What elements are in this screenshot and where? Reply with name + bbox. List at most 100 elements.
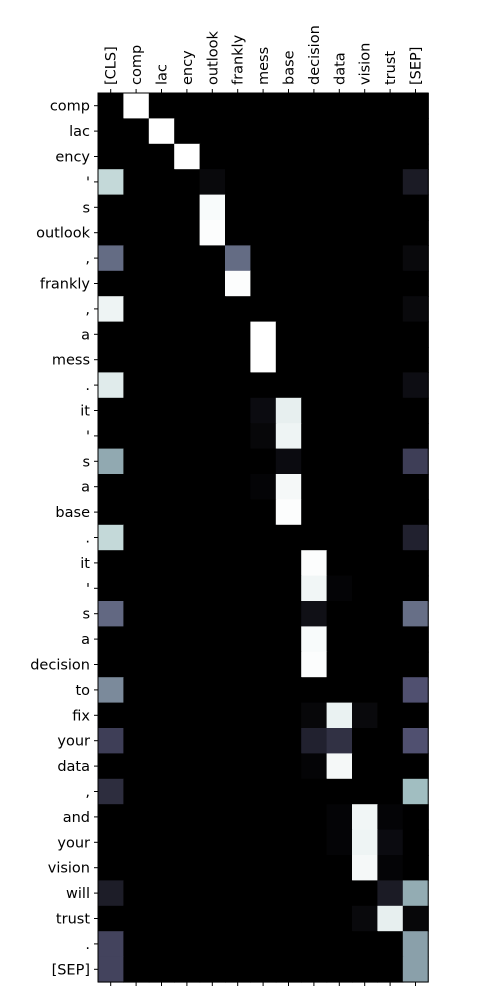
- x-tick-label: frankly: [231, 34, 247, 85]
- y-tick-label: s: [82, 607, 90, 623]
- heatmap-cell: [250, 651, 277, 678]
- heatmap-cell: [250, 296, 277, 323]
- heatmap-cell: [275, 626, 302, 653]
- heatmap-cell: [402, 550, 429, 577]
- heatmap-cell: [225, 677, 251, 704]
- heatmap-cell: [123, 423, 150, 450]
- heatmap-cell: [377, 778, 404, 805]
- heatmap-cell: [250, 956, 277, 983]
- heatmap-cells: [98, 93, 429, 983]
- heatmap-cell: [326, 296, 353, 323]
- heatmap-cell: [250, 702, 277, 729]
- heatmap-cell: [199, 93, 226, 119]
- heatmap-cell: [377, 804, 404, 831]
- x-tick-label: [SEP]: [409, 47, 425, 85]
- heatmap-cell: [377, 194, 404, 221]
- y-tick-labels: complacency'soutlook,frankly,amess.it'sa…: [30, 99, 98, 978]
- heatmap-cell: [250, 601, 277, 627]
- heatmap-cell: [174, 220, 201, 246]
- heatmap-cell: [326, 270, 353, 297]
- heatmap-cell: [148, 626, 175, 653]
- heatmap-cell: [402, 753, 429, 780]
- heatmap-cell: [402, 702, 429, 729]
- heatmap-cell: [123, 194, 150, 221]
- heatmap-cell: [225, 169, 251, 196]
- heatmap-cell: [402, 118, 429, 145]
- heatmap-cell: [301, 296, 328, 323]
- heatmap-cell: [301, 93, 328, 119]
- heatmap-cell: [225, 321, 251, 348]
- heatmap-cell: [148, 956, 175, 983]
- heatmap-cell: [225, 601, 251, 627]
- heatmap-cell: [174, 372, 201, 399]
- heatmap-cell: [326, 931, 353, 958]
- heatmap-cell: [98, 347, 124, 373]
- heatmap-cell: [377, 702, 404, 729]
- heatmap-cell: [250, 778, 277, 805]
- heatmap-cell: [352, 245, 378, 272]
- heatmap-cell: [352, 804, 378, 831]
- heatmap-cell: [275, 245, 302, 272]
- heatmap-cell: [199, 524, 226, 551]
- heatmap-cell: [326, 651, 353, 678]
- heatmap-cell: [301, 220, 328, 246]
- heatmap-cell: [225, 448, 251, 475]
- heatmap-cell: [225, 296, 251, 323]
- heatmap-cell: [98, 702, 124, 729]
- heatmap-cell: [174, 499, 201, 526]
- heatmap-cell: [148, 905, 175, 932]
- heatmap-cell: [326, 474, 353, 500]
- heatmap-cell: [275, 778, 302, 805]
- heatmap-cell: [123, 499, 150, 526]
- heatmap-cell: [301, 194, 328, 221]
- heatmap-cell: [301, 905, 328, 932]
- heatmap-cell: [225, 194, 251, 221]
- heatmap-cell: [148, 474, 175, 500]
- heatmap-cell: [402, 423, 429, 450]
- heatmap-cell: [174, 601, 201, 627]
- heatmap-cell: [174, 93, 201, 119]
- y-tick-label: a: [81, 480, 90, 496]
- heatmap-cell: [326, 905, 353, 932]
- heatmap-cell: [250, 118, 277, 145]
- heatmap-cell: [301, 651, 328, 678]
- heatmap-cell: [275, 855, 302, 881]
- heatmap-cell: [174, 677, 201, 704]
- heatmap-cell: [301, 626, 328, 653]
- heatmap-cell: [225, 347, 251, 373]
- heatmap-cell: [402, 321, 429, 348]
- heatmap-cell: [377, 143, 404, 170]
- heatmap-cell: [326, 880, 353, 907]
- heatmap-cell: [301, 829, 328, 856]
- heatmap-cell: [174, 423, 201, 450]
- heatmap-cell: [352, 601, 378, 627]
- heatmap-cell: [98, 474, 124, 500]
- heatmap-cell: [301, 778, 328, 805]
- heatmap-cell: [174, 931, 201, 958]
- heatmap-cell: [98, 93, 124, 119]
- heatmap-cell: [352, 753, 378, 780]
- y-tick-label: a: [81, 632, 90, 648]
- heatmap-cell: [301, 397, 328, 424]
- heatmap-cell: [250, 423, 277, 450]
- heatmap-cell: [199, 550, 226, 577]
- heatmap-cell: [225, 855, 251, 881]
- heatmap-cell: [148, 169, 175, 196]
- heatmap-cell: [377, 829, 404, 856]
- heatmap-cell: [352, 550, 378, 577]
- heatmap-cell: [148, 880, 175, 907]
- heatmap-cell: [402, 93, 429, 119]
- heatmap-cell: [98, 423, 124, 450]
- heatmap-cell: [326, 499, 353, 526]
- heatmap-cell: [326, 626, 353, 653]
- heatmap-cell: [377, 499, 404, 526]
- heatmap-cell: [148, 575, 175, 602]
- heatmap-cell: [352, 524, 378, 551]
- heatmap-cell: [377, 169, 404, 196]
- heatmap-cell: [98, 931, 124, 958]
- heatmap-cell: [275, 321, 302, 348]
- x-tick-label: mess: [256, 47, 272, 85]
- heatmap-cell: [352, 220, 378, 246]
- heatmap-cell: [98, 372, 124, 399]
- y-tick-label: [SEP]: [52, 962, 90, 978]
